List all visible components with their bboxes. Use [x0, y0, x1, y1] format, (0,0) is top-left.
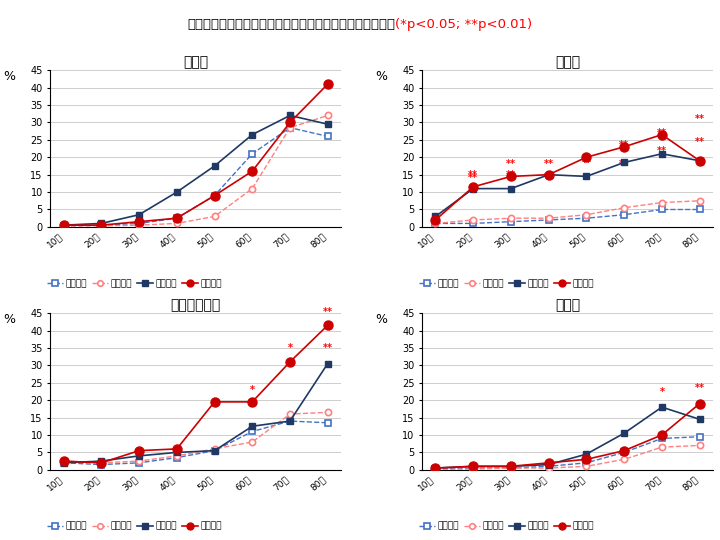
Text: (*p<0.05; **p<0.01): (*p<0.05; **p<0.01) [395, 18, 533, 31]
Text: **: ** [544, 172, 554, 181]
Text: *: * [660, 387, 665, 397]
Text: **: ** [695, 137, 705, 147]
Legend: 一般男性, 一般女性, 患者男性, 患者女性: 一般男性, 一般女性, 患者男性, 患者女性 [415, 275, 598, 292]
Text: **: ** [582, 156, 591, 166]
Text: **: ** [544, 159, 554, 170]
Title: 心疾患: 心疾患 [555, 298, 580, 312]
Title: 高血圧: 高血圧 [183, 55, 208, 69]
Text: **: ** [657, 128, 667, 138]
Text: **: ** [695, 114, 705, 124]
Text: **: ** [582, 158, 591, 168]
Text: *: * [287, 343, 292, 353]
Text: **: ** [506, 170, 516, 180]
Text: **: ** [695, 383, 705, 393]
Y-axis label: %: % [4, 313, 16, 326]
Legend: 一般男性, 一般女性, 患者男性, 患者女性: 一般男性, 一般女性, 患者男性, 患者女性 [43, 518, 226, 535]
Text: **: ** [323, 307, 333, 316]
Legend: 一般男性, 一般女性, 患者男性, 患者女性: 一般男性, 一般女性, 患者男性, 患者女性 [415, 518, 598, 535]
Text: **: ** [506, 159, 516, 170]
Y-axis label: %: % [376, 70, 387, 83]
Text: **: ** [619, 140, 629, 150]
Text: **: ** [468, 173, 478, 184]
Title: 整形外科疾患: 整形外科疾患 [171, 298, 221, 312]
Text: **: ** [619, 159, 629, 170]
Y-axis label: %: % [376, 313, 387, 326]
Text: **: ** [657, 145, 667, 156]
Text: **: ** [323, 343, 333, 353]
Text: *: * [250, 385, 255, 395]
Y-axis label: %: % [4, 70, 16, 83]
Text: 一般集団（国民衛生の動向、厄労省）とめまい集団の比較: 一般集団（国民衛生の動向、厄労省）とめまい集団の比較 [187, 18, 395, 31]
Title: 不眠症: 不眠症 [555, 55, 580, 69]
Text: **: ** [468, 170, 478, 180]
Legend: 一般男性, 一般女性, 患者男性, 患者女性: 一般男性, 一般女性, 患者男性, 患者女性 [43, 275, 226, 292]
